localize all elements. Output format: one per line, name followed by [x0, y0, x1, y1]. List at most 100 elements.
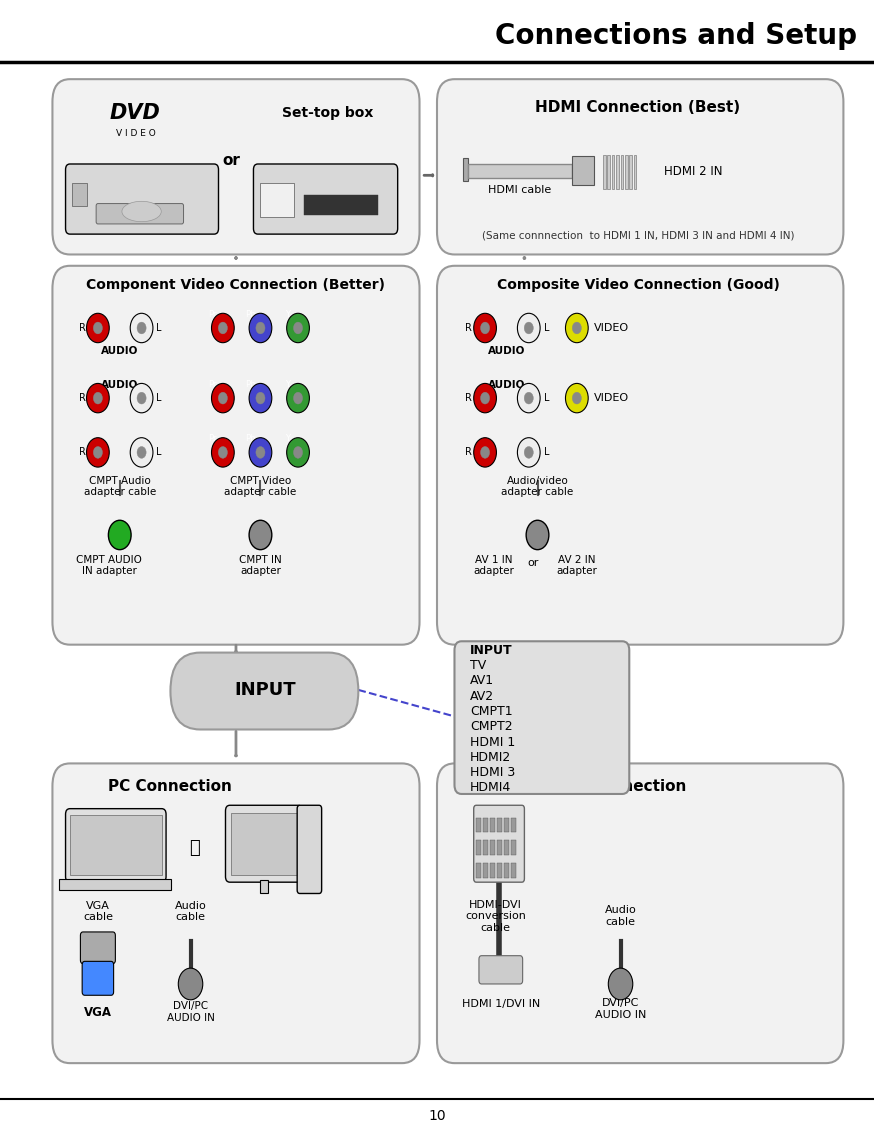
FancyBboxPatch shape [437, 79, 843, 254]
Text: AUDIO: AUDIO [489, 380, 525, 389]
Bar [231, 813, 297, 875]
Text: L: L [156, 448, 161, 457]
Circle shape [474, 438, 496, 467]
Bar [476, 818, 481, 832]
Circle shape [87, 313, 109, 343]
Bar [621, 155, 623, 189]
Text: Audio
cable: Audio cable [605, 905, 636, 927]
Text: R: R [465, 448, 472, 457]
Text: L: L [544, 448, 549, 457]
Circle shape [517, 438, 540, 467]
Circle shape [474, 313, 496, 343]
Circle shape [294, 392, 302, 404]
Circle shape [524, 322, 533, 334]
Circle shape [526, 520, 549, 550]
Circle shape [137, 322, 146, 334]
Circle shape [218, 447, 227, 458]
Circle shape [212, 438, 234, 467]
Circle shape [565, 313, 588, 343]
Text: V I D E O: V I D E O [115, 129, 156, 138]
Text: Y: Y [285, 380, 290, 389]
FancyBboxPatch shape [52, 266, 420, 645]
Text: VGA: VGA [84, 1005, 112, 1019]
Circle shape [481, 447, 489, 458]
Text: Audio
cable: Audio cable [175, 900, 206, 923]
Circle shape [287, 438, 309, 467]
Text: Component Video Connection (Better): Component Video Connection (Better) [87, 278, 385, 292]
Text: Connections and Setup: Connections and Setup [495, 23, 857, 50]
Circle shape [474, 383, 496, 413]
Circle shape [218, 322, 227, 334]
Circle shape [94, 322, 102, 334]
Text: Pr: Pr [208, 310, 217, 319]
Circle shape [294, 322, 302, 334]
Text: L: L [544, 394, 549, 403]
Text: DVI/PC
AUDIO IN: DVI/PC AUDIO IN [595, 998, 646, 1020]
Text: HDMI 2 IN: HDMI 2 IN [664, 165, 723, 179]
Bar [59, 879, 171, 890]
Text: HDMI4: HDMI4 [470, 782, 511, 794]
Circle shape [212, 313, 234, 343]
Bar [504, 818, 509, 832]
Text: VIDEO: VIDEO [594, 323, 629, 333]
Circle shape [249, 520, 272, 550]
Circle shape [256, 392, 265, 404]
Text: Pr: Pr [208, 380, 217, 389]
Text: CMPT Video
adapter cable: CMPT Video adapter cable [225, 475, 296, 498]
Text: DVD: DVD [110, 103, 161, 123]
Text: Pb: Pb [245, 380, 255, 389]
Text: Pr: Pr [208, 434, 217, 443]
Bar [572, 156, 594, 185]
Circle shape [287, 383, 309, 413]
Bar [504, 840, 509, 855]
Circle shape [572, 322, 581, 334]
Text: TV: TV [470, 659, 487, 672]
FancyBboxPatch shape [52, 763, 420, 1063]
Bar [511, 863, 516, 878]
Bar [607, 155, 610, 189]
Circle shape [137, 447, 146, 458]
Text: or: or [527, 559, 539, 568]
Bar [504, 863, 509, 878]
Circle shape [212, 383, 234, 413]
Circle shape [481, 392, 489, 404]
Bar [497, 818, 502, 832]
Text: AV 2 IN
adapter: AV 2 IN adapter [557, 554, 597, 577]
Text: AUDIO: AUDIO [101, 380, 138, 389]
Text: AUDIO: AUDIO [489, 346, 525, 355]
Circle shape [137, 392, 146, 404]
Text: Y: Y [285, 310, 290, 319]
Bar [476, 840, 481, 855]
Bar [490, 840, 495, 855]
Text: HDMI 1/DVI IN: HDMI 1/DVI IN [461, 1000, 540, 1009]
Text: Y: Y [285, 434, 290, 443]
Circle shape [565, 383, 588, 413]
FancyBboxPatch shape [170, 653, 358, 729]
Circle shape [94, 447, 102, 458]
Text: HDMI-DVI
conversion
cable: HDMI-DVI conversion cable [465, 899, 526, 933]
Circle shape [94, 392, 102, 404]
Circle shape [249, 438, 272, 467]
Text: CMPT IN
adapter: CMPT IN adapter [239, 554, 281, 577]
Text: Set-top box: Set-top box [282, 106, 373, 120]
Text: Pb: Pb [245, 310, 255, 319]
FancyBboxPatch shape [225, 805, 302, 882]
Text: L: L [544, 323, 549, 333]
FancyBboxPatch shape [479, 956, 523, 984]
Text: Pb: Pb [245, 434, 255, 443]
FancyBboxPatch shape [52, 79, 420, 254]
Circle shape [130, 383, 153, 413]
Circle shape [287, 313, 309, 343]
FancyBboxPatch shape [437, 763, 843, 1063]
Circle shape [524, 392, 533, 404]
Text: HDMI/DVI Connection: HDMI/DVI Connection [503, 778, 686, 794]
FancyBboxPatch shape [66, 164, 218, 234]
Text: R: R [79, 323, 86, 333]
Text: VIDEO: VIDEO [594, 394, 629, 403]
Circle shape [572, 392, 581, 404]
Text: AV 1 IN
adapter: AV 1 IN adapter [474, 554, 514, 577]
Circle shape [256, 322, 265, 334]
Circle shape [517, 313, 540, 343]
Bar [490, 818, 495, 832]
Circle shape [517, 383, 540, 413]
